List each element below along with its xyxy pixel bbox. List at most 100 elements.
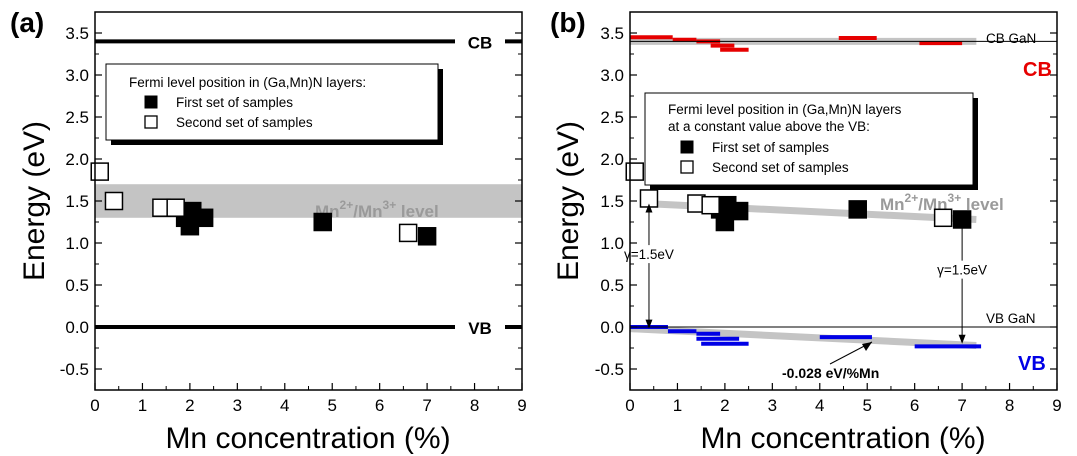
legend-title-line-1: Fermi level position in (Ga,Mn)N layers [668,102,902,117]
panel-a-axes: 0 1 2 3 4 5 6 7 8 9 -0.5 0.0 0.5 1.0 1.5 2.0 2.5 3.0 3.5 [60,24,527,415]
data-point-second-set [398,223,418,243]
cb-label: CB [468,33,493,52]
panel-a-band-edges: CB VB [95,33,522,338]
y-tick-label: 3.5 [65,24,89,43]
panel-b-gan-band-edges [630,40,1057,328]
data-point-first-set [729,201,749,221]
gamma-arrow-head-up [645,203,653,213]
y-tick-label: -0.5 [595,360,624,379]
legend-entry-second-set: Second set of samples [176,115,313,130]
data-point-second-set [90,162,109,181]
gamma-label-bg [615,245,682,264]
x-tick-label: 6 [375,396,384,415]
y-tick-label: 0.5 [65,276,89,295]
gamma-label: γ=1.5eV [624,247,674,262]
x-tick-label: 4 [280,396,289,415]
x-tick-label: 7 [957,396,966,415]
x-tick-label: 8 [1005,396,1014,415]
panel-b-data-points [625,162,972,232]
y-tick-label: 2.0 [65,150,89,169]
data-point-first-set [313,212,332,232]
panel-b-label: (b) [550,7,586,38]
gamma-arrow-head-down [645,319,653,329]
legend-marker-filled [144,95,158,109]
x-tick-label: 8 [470,396,479,415]
y-tick-label: 1.5 [600,192,624,211]
panel-a-legend: Fermi level position in (Ga,Mn)N layers:… [105,63,443,145]
x-tick-label: 4 [815,396,824,415]
x-tick-label: 3 [768,396,777,415]
y-tick-label: 1.0 [600,234,624,253]
x-tick-label: 3 [233,396,242,415]
legend-marker-open [680,160,694,174]
legend-entry-first-set: First set of samples [712,140,829,155]
data-point-second-set [625,162,644,181]
x-tick-label: 1 [138,396,147,415]
gamma-arrow-head-down [958,334,966,344]
y-tick-label: 1.5 [65,192,89,211]
x-tick-label: 9 [517,396,526,415]
vb-label: VB [468,319,492,338]
legend-box [644,92,974,186]
y-tick-label: 0.0 [65,318,89,337]
panel-b-gamma-arrows: γ=1.5eV γ=1.5eV [615,203,996,344]
vb-slope-pointer-head [862,342,872,351]
panel-b-band-segments [630,35,982,349]
x-tick-label: 6 [910,396,919,415]
data-point-second-set [166,198,185,217]
vb-gan-label: VB GaN [986,311,1036,326]
y-tick-label: 3.5 [600,24,624,43]
y-tick-label: 2.5 [600,108,624,127]
cb-label: CB [1023,59,1052,81]
panel-b: (b) Fermi level position in (Ga,Mn)N lay… [550,7,1062,455]
cb-gan-label: CB GaN [986,31,1036,46]
level-label-text: Mn2+/Mn3+ level [315,198,439,221]
y-tick-label: 2.5 [65,108,89,127]
y-tick-label: 2.0 [600,150,624,169]
x-tick-label: 0 [90,396,99,415]
x-tick-label: 9 [1052,396,1061,415]
panel-a-y-axis-title: Energy (eV) [18,121,51,281]
data-point-first-set [194,208,214,228]
legend-marker-filled [680,140,694,154]
panel-b-axes: 0 1 2 3 4 5 6 7 8 9 -0.5 0.0 0.5 1.0 1.5 2.0 2.5 3.0 3.5 [595,24,1062,415]
y-tick-label: 1.0 [65,234,89,253]
panel-a-x-axis-title: Mn concentration (%) [165,422,450,455]
x-tick-label: 5 [327,396,336,415]
legend-box [105,63,439,141]
panel-a: (a) CB VB Fermi level position in (Ga,Mn)… [10,7,527,455]
y-tick-label: 3.0 [65,66,89,85]
legend-entry-first-set: First set of samples [176,95,293,110]
gamma-label: γ=1.5eV [937,263,987,278]
panel-b-x-axis-title: Mn concentration (%) [700,422,985,455]
data-point-first-set [848,200,867,219]
legend-title-line-2: at a constant value above the VB: [668,119,870,134]
x-tick-label: 7 [422,396,431,415]
panel-a-level-label: Mn2+/Mn3+ level [315,198,439,221]
panel-b-annotations: CB GaN VB GaN CB VB -0.028 eV/%Mn [782,31,1052,381]
y-tick-label: 0.5 [600,276,624,295]
gamma-label-bg [929,260,996,279]
gamma-arrow-head-up [958,219,966,229]
legend-entry-second-set: Second set of samples [712,160,849,175]
y-tick-label: 0.0 [600,318,624,337]
legend-title: Fermi level position in (Ga,Mn)N layers: [129,75,366,90]
x-tick-label: 2 [185,396,194,415]
legend-marker-open [144,115,158,129]
panel-a-label: (a) [10,7,44,38]
data-point-second-set [933,208,953,228]
panel-b-y-axis-title: Energy (eV) [552,121,585,281]
y-tick-label: -0.5 [60,360,89,379]
vb-label: VB [1018,353,1046,375]
x-tick-label: 2 [720,396,729,415]
vb-slope-label: -0.028 eV/%Mn [782,365,879,381]
panel-b-trend-lines [629,37,977,349]
data-point-second-set [104,191,124,211]
x-tick-label: 0 [625,396,634,415]
y-tick-label: 3.0 [600,66,624,85]
data-point-first-set [417,227,437,246]
panel-a-data-points [90,162,437,246]
data-point-second-set [701,195,720,215]
x-tick-label: 5 [862,396,871,415]
